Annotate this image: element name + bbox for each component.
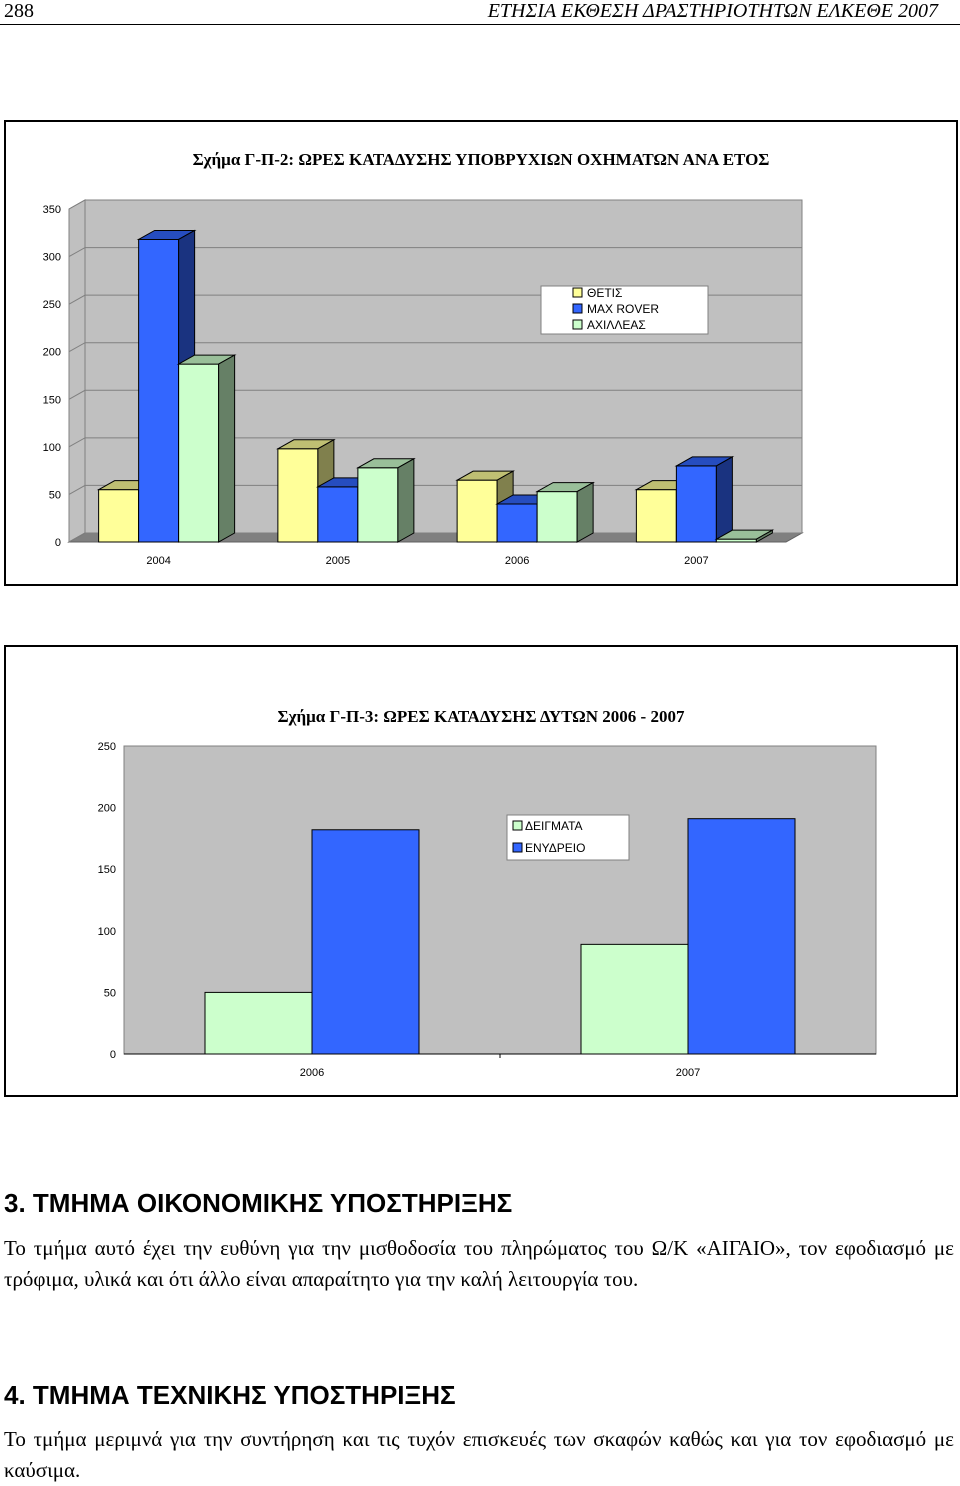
gridline [68,389,802,400]
section-text: Το τμήμα αυτό έχει την ευθύνη για την μι… [4,1236,954,1291]
page-number: 288 [4,0,34,22]
y-tick-label: 250 [43,299,61,311]
bar [580,943,689,1055]
y-tick-label: 0 [110,1049,116,1061]
y-tick-label: 350 [43,204,61,216]
bar [138,238,180,543]
y-tick-label: 50 [104,987,116,999]
section-heading: 3. ΤΜΗΜΑ ΟΙΚΟΝΟΜΙΚΗΣ ΥΠΟΣΤΗΡΙΞΗΣ [4,1188,513,1218]
bar [98,489,140,543]
x-tick-label: 2005 [326,555,350,567]
page-header: 288 ΕΤΗΣΙΑ ΕΚΘΕΣΗ ΔΡΑΣΤΗΡΙΟΤΗΤΩΝ ΕΛΚΕΘΕ … [0,0,960,25]
bar [317,486,359,543]
section-text: Το τμήμα μεριμνά για την συντήρηση και τ… [4,1427,954,1482]
x-tick-label: 2007 [676,1067,700,1079]
gridline [68,199,802,210]
bar [635,489,677,543]
legend [506,814,630,861]
y-tick-label: 200 [98,803,116,815]
legend-swatch [572,287,583,298]
gridline [68,247,802,258]
bar-side [715,456,733,543]
legend-label: MAX ROVER [587,302,659,316]
bar [357,467,399,543]
y-tick-label: 250 [98,741,116,753]
y-tick-label: 100 [43,442,61,454]
y-tick-label: 150 [43,394,61,406]
x-tick-label: 2004 [146,555,170,567]
legend [540,285,709,335]
chart-title: Σχήμα Γ-Π-3: ΩΡΕΣ ΚΑΤΑΔΥΣΗΣ ΔΥΤΩΝ 2006 -… [277,707,685,726]
bar [178,363,220,543]
running-title: ΕΤΗΣΙΑ ΕΚΘΕΣΗ ΔΡΑΣΤΗΡΙΟΤΗΤΩΝ ΕΛΚΕΘΕ 2007 [487,0,938,22]
bar-side [397,457,415,543]
y-tick-label: 200 [43,347,61,359]
chart1-svg: 0 50 100 150 200 250 300 350 2004 2005 2006 2007 ΘΕΤ… [43,199,804,567]
chart-dive-hours-divers: Σχήμα Γ-Π-3: ΩΡΕΣ ΚΑΤΑΔΥΣΗΣ ΔΥΤΩΝ 2006 -… [4,645,958,1097]
legend-label: ΑΧΙΛΛΕΑΣ [587,318,646,332]
bar-side [576,481,594,543]
bar-side [755,529,773,543]
legend-swatch [572,303,583,314]
gridline [68,342,802,353]
bar-side [218,354,236,543]
gridline [68,437,802,448]
chart-dive-hours-vehicles: Σχήμα Γ-Π-2: ΩΡΕΣ ΚΑΤΑΔΥΣΗΣ ΥΠΟΒΡΥΧΙΩΝ Ο… [4,120,958,586]
y-tick-label: 150 [98,864,116,876]
chart2-svg: 0 50 100 150 200 250 2006 2007 ΔΕΙΓΜΑΤΑ ΕΝΥΔΡΕΙΟ [98,741,877,1079]
bar [311,829,420,1055]
bar [687,818,796,1055]
section-heading: 4. ΤΜΗΜΑ ΤΕΧΝΙΚΗΣ ΥΠΟΣΤΗΡΙΞΗΣ [4,1380,456,1410]
y-tick-label: 100 [98,926,116,938]
legend-swatch [512,842,523,853]
legend-label: ΔΕΙΓΜΑΤΑ [525,819,583,833]
bar [675,465,717,543]
bar [496,503,538,543]
legend-swatch [572,319,583,330]
side-wall [68,199,86,543]
legend-label: ΕΝΥΔΡΕΙΟ [525,841,585,855]
y-tick-label: 0 [55,537,61,549]
chart-title: Σχήμα Γ-Π-2: ΩΡΕΣ ΚΑΤΑΔΥΣΗΣ ΥΠΟΒΡΥΧΙΩΝ Ο… [192,150,770,169]
y-tick-label: 300 [43,252,61,264]
x-tick-label: 2007 [684,555,708,567]
bar [277,448,319,543]
x-tick-label: 2006 [300,1067,324,1079]
bar [536,491,578,543]
x-tick-label: 2006 [505,555,529,567]
bar [456,479,498,543]
y-tick-label: 50 [49,489,61,501]
bar [204,991,313,1055]
legend-label: ΘΕΤΙΣ [587,286,622,300]
legend-swatch [512,820,523,831]
